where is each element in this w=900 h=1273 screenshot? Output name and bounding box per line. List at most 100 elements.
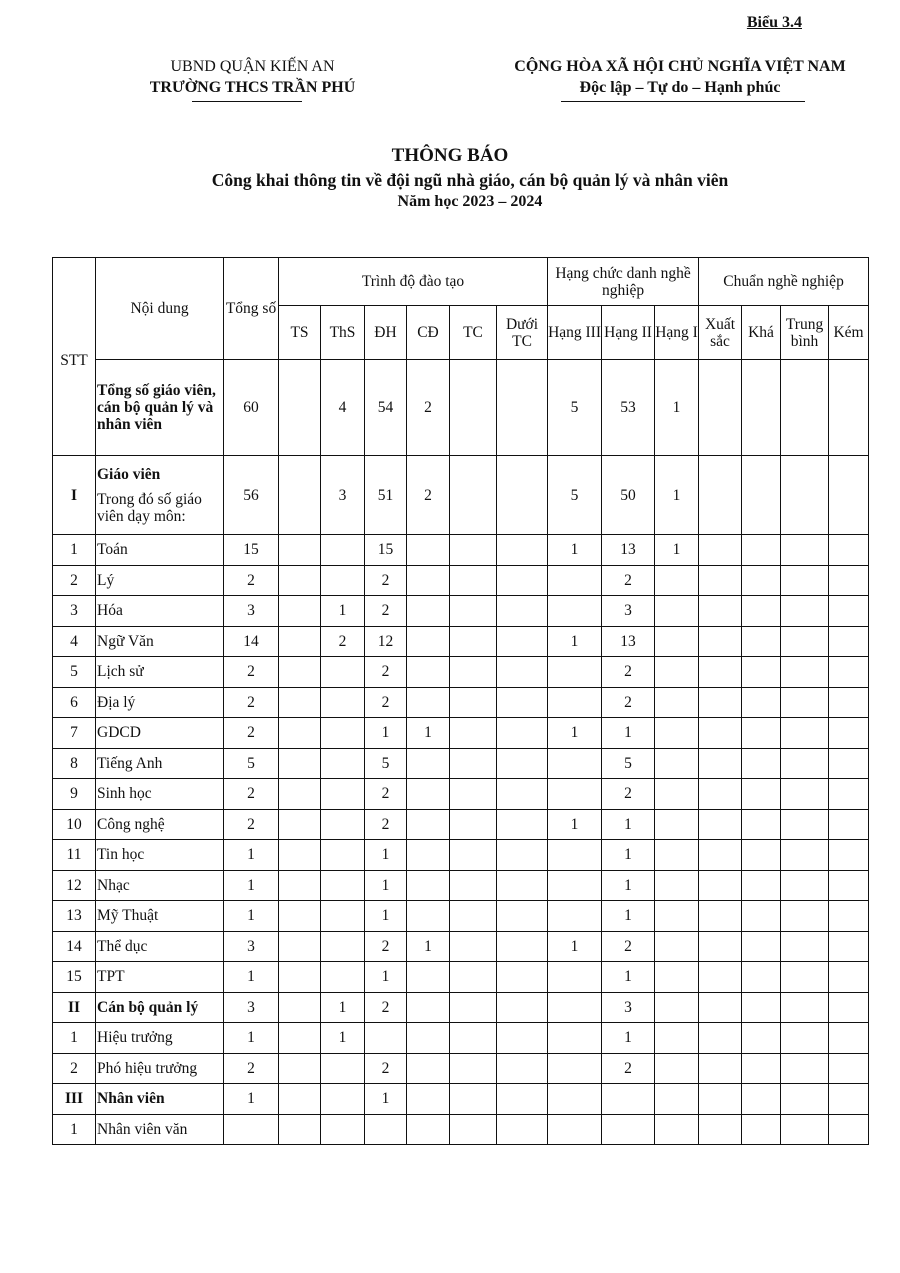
value-cell: [406, 1083, 450, 1115]
value-cell: [495, 1083, 549, 1115]
value-cell: [495, 808, 549, 840]
header-professional-standard: Chuẩn nghề nghiệp: [698, 257, 870, 306]
value-cell: [449, 869, 497, 901]
value-cell: 54: [364, 359, 407, 456]
table-row: 1 Hiệu trưởng 1 1 1: [52, 1022, 870, 1054]
value-cell: 2: [406, 359, 450, 456]
value-cell: [741, 564, 782, 596]
value-cell: [601, 1113, 656, 1145]
value-cell: 60: [223, 359, 279, 456]
value-cell: [320, 534, 365, 566]
value-cell: [828, 564, 870, 596]
value-cell: [547, 686, 603, 718]
value-cell: [278, 1083, 321, 1115]
stt-cell: 5: [52, 656, 96, 688]
value-cell: [828, 1083, 870, 1115]
value-cell: 1: [364, 1083, 407, 1115]
header-professional-rank: Hạng chức danh nghề nghiệp: [547, 257, 700, 306]
value-cell: 2: [364, 808, 407, 840]
content-label: Cán bộ quản lý: [97, 998, 199, 1016]
value-cell: [547, 595, 603, 627]
value-cell: 53: [601, 359, 656, 456]
value-cell: [320, 930, 365, 962]
value-cell: 2: [223, 778, 279, 810]
value-cell: 15: [223, 534, 279, 566]
value-cell: 2: [223, 808, 279, 840]
value-cell: [654, 1052, 700, 1084]
value-cell: 13: [601, 534, 656, 566]
value-cell: [278, 930, 321, 962]
stt-cell: 6: [52, 686, 96, 718]
content-label: Tiếng Anh: [97, 754, 163, 772]
value-cell: [780, 686, 830, 718]
value-cell: [449, 1083, 497, 1115]
value-cell: [654, 717, 700, 749]
value-cell: [780, 778, 830, 810]
staff-table: STT Nội dung Tổng số Trình độ đào tạo Hạ…: [52, 257, 870, 1145]
value-cell: 1: [364, 839, 407, 871]
value-cell: [828, 991, 870, 1023]
value-cell: [654, 595, 700, 627]
value-cell: [654, 930, 700, 962]
value-cell: [547, 839, 603, 871]
value-cell: [495, 595, 549, 627]
value-cell: [698, 686, 743, 718]
value-cell: [547, 564, 603, 596]
content-cell: Mỹ Thuật: [95, 900, 224, 932]
value-cell: [780, 656, 830, 688]
value-cell: [547, 1113, 603, 1145]
value-cell: 1: [223, 1022, 279, 1054]
nation-header: CỘNG HÒA XÃ HỘI CHỦ NGHĨA VIỆT NAM Độc l…: [470, 56, 890, 98]
value-cell: [449, 1022, 497, 1054]
subheader-cell: Hạng I: [654, 305, 700, 360]
value-cell: 1: [320, 991, 365, 1023]
value-cell: 1: [654, 359, 700, 456]
content-label: Mỹ Thuật: [97, 907, 159, 925]
value-cell: [449, 900, 497, 932]
value-cell: 1: [547, 930, 603, 962]
value-cell: [741, 717, 782, 749]
content-cell: Nhạc: [95, 869, 224, 901]
value-cell: [654, 686, 700, 718]
content-cell: Nhân viên văn: [95, 1113, 224, 1145]
value-cell: [278, 656, 321, 688]
value-cell: [278, 839, 321, 871]
value-cell: [495, 747, 549, 779]
value-cell: 1: [223, 961, 279, 993]
content-label: Phó hiệu trưởng: [97, 1059, 198, 1077]
value-cell: [698, 991, 743, 1023]
value-cell: [495, 564, 549, 596]
value-cell: 2: [223, 564, 279, 596]
value-cell: [278, 808, 321, 840]
value-cell: [780, 534, 830, 566]
value-cell: 1: [364, 961, 407, 993]
value-cell: [828, 778, 870, 810]
stt-cell: 4: [52, 625, 96, 657]
value-cell: 1: [601, 717, 656, 749]
content-cell: Tiếng Anh: [95, 747, 224, 779]
value-cell: 1: [547, 808, 603, 840]
value-cell: [278, 455, 321, 535]
content-cell: Toán: [95, 534, 224, 566]
value-cell: [780, 747, 830, 779]
value-cell: [780, 564, 830, 596]
value-cell: [698, 1083, 743, 1115]
value-cell: [547, 869, 603, 901]
table-row: 1 Nhân viên văn: [52, 1113, 870, 1145]
value-cell: [654, 869, 700, 901]
value-cell: [495, 1052, 549, 1084]
value-cell: [547, 656, 603, 688]
value-cell: 2: [364, 778, 407, 810]
value-cell: [406, 534, 450, 566]
content-cell: Cán bộ quản lý: [95, 991, 224, 1023]
value-cell: 5: [223, 747, 279, 779]
subheader-cell: TC: [449, 305, 497, 360]
value-cell: [406, 869, 450, 901]
content-cell: Hiệu trưởng: [95, 1022, 224, 1054]
value-cell: [698, 1113, 743, 1145]
stt-cell: 11: [52, 839, 96, 871]
value-cell: [278, 900, 321, 932]
subheader-cell: Kém: [828, 305, 870, 360]
value-cell: 2: [364, 686, 407, 718]
value-cell: 1: [601, 869, 656, 901]
